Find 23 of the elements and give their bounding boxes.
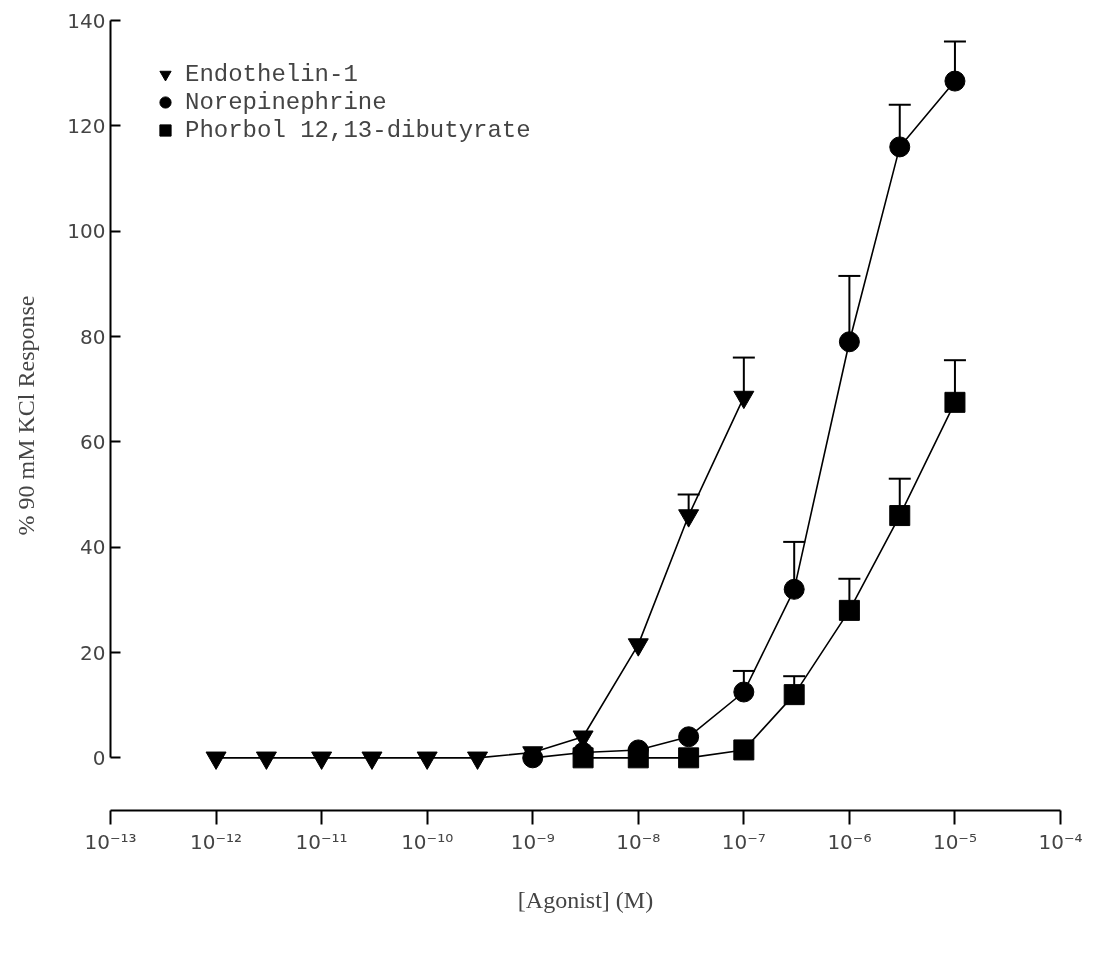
y-tick-label: 20 [80,640,106,665]
legend-label: Endothelin-1 [185,60,358,88]
legend-label: Phorbol 12,13-dibutyrate [185,116,531,144]
x-tick-label: 10⁻¹³ [84,829,137,854]
y-tick-label: 0 [92,745,106,770]
x-tick-label: 10⁻¹² [190,829,243,854]
y-tick-label: 80 [80,324,106,349]
y-axis-title: % 90 mM KCl Response [13,295,40,536]
legend-label: Norepinephrine [185,88,387,116]
x-tick-label: 10⁻¹⁰ [401,829,454,854]
y-tick-label: 100 [67,219,106,244]
x-tick-label: 10⁻⁷ [721,829,766,854]
x-tick-label: 10⁻⁵ [932,829,977,854]
x-tick-label: 10⁻⁸ [616,829,661,854]
y-tick-label: 140 [67,8,106,33]
x-tick-label: 10⁻¹¹ [295,829,348,854]
x-tick-label: 10⁻⁴ [1038,829,1083,854]
y-tick-label: 60 [80,429,106,454]
x-tick-label: 10⁻⁶ [827,829,872,854]
x-axis-title: [Agonist] (M) [517,886,654,913]
y-tick-label: 40 [80,535,106,560]
y-tick-label: 120 [67,113,106,138]
x-tick-label: 10⁻⁹ [510,829,555,854]
